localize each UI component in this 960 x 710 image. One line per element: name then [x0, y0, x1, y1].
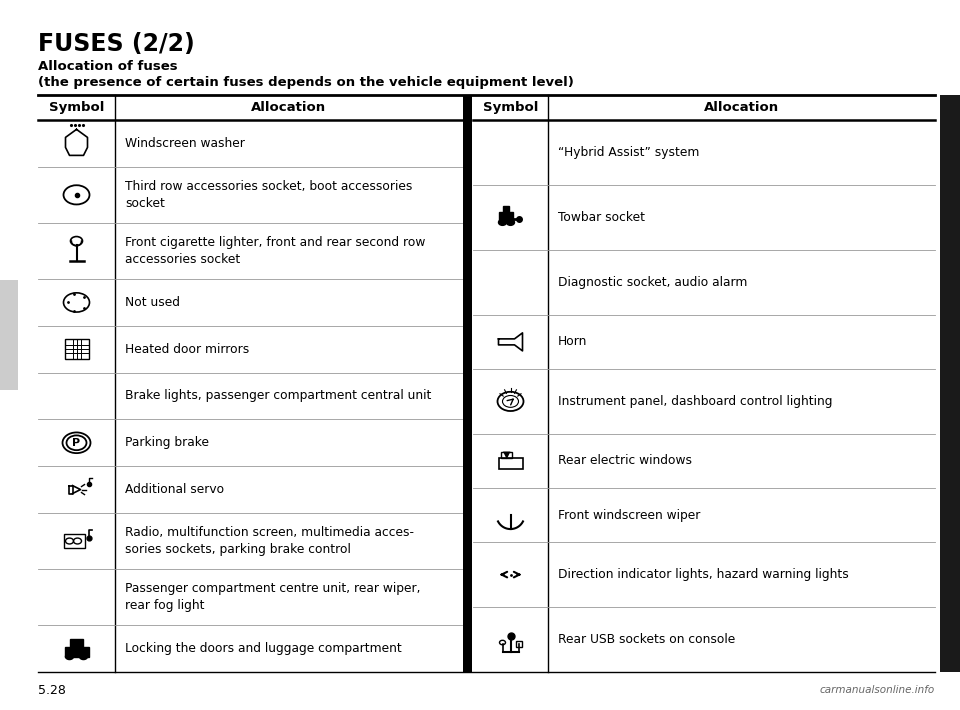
Bar	[498, 212, 513, 222]
Bar	[64, 647, 88, 657]
Text: ▼: ▼	[503, 450, 511, 460]
Circle shape	[498, 219, 507, 225]
Bar	[502, 207, 509, 212]
Text: Horn: Horn	[558, 335, 588, 349]
Text: Direction indicator lights, hazard warning lights: Direction indicator lights, hazard warni…	[558, 568, 849, 581]
Text: Radio, multifunction screen, multimedia acces-
sories sockets, parking brake con: Radio, multifunction screen, multimedia …	[125, 526, 414, 556]
Bar	[516, 640, 521, 647]
Bar	[64, 339, 88, 359]
Text: Allocation: Allocation	[251, 101, 326, 114]
Text: Rear USB sockets on console: Rear USB sockets on console	[558, 633, 735, 646]
Text: Front cigarette lighter, front and rear second row
accessories socket: Front cigarette lighter, front and rear …	[125, 236, 425, 266]
Text: P: P	[72, 438, 81, 448]
Text: Rear electric windows: Rear electric windows	[558, 454, 692, 467]
Text: Additional servo: Additional servo	[125, 483, 224, 496]
Bar	[0, 280, 18, 390]
Text: Parking brake: Parking brake	[125, 436, 209, 449]
Text: Allocation of fuses: Allocation of fuses	[38, 60, 178, 73]
Text: Passenger compartment centre unit, rear wiper,
rear fog light: Passenger compartment centre unit, rear …	[125, 582, 420, 612]
Text: Towbar socket: Towbar socket	[558, 211, 645, 224]
Bar	[63, 534, 84, 548]
Text: Instrument panel, dashboard control lighting: Instrument panel, dashboard control ligh…	[558, 395, 832, 408]
Circle shape	[507, 219, 515, 225]
Circle shape	[80, 654, 87, 660]
Text: “Hybrid Assist” system: “Hybrid Assist” system	[558, 146, 700, 159]
Text: Heated door mirrors: Heated door mirrors	[125, 343, 250, 356]
Bar	[940, 95, 960, 672]
Bar	[501, 452, 512, 458]
Text: carmanualsonline.info: carmanualsonline.info	[820, 685, 935, 695]
Text: Symbol: Symbol	[483, 101, 539, 114]
Bar	[69, 638, 84, 647]
Text: Front windscreen wiper: Front windscreen wiper	[558, 508, 701, 522]
Text: Not used: Not used	[125, 296, 180, 309]
Bar	[463, 95, 472, 672]
Text: Allocation: Allocation	[704, 101, 780, 114]
Text: Symbol: Symbol	[49, 101, 105, 114]
Text: 5.28: 5.28	[38, 684, 66, 697]
Text: Locking the doors and luggage compartment: Locking the doors and luggage compartmen…	[125, 642, 401, 655]
Text: Diagnostic socket, audio alarm: Diagnostic socket, audio alarm	[558, 276, 748, 289]
Text: Windscreen washer: Windscreen washer	[125, 137, 245, 150]
Text: Third row accessories socket, boot accessories
socket: Third row accessories socket, boot acces…	[125, 180, 413, 209]
Circle shape	[65, 654, 74, 660]
Text: FUSES (2/2): FUSES (2/2)	[38, 32, 195, 56]
Bar	[498, 458, 522, 469]
Text: Brake lights, passenger compartment central unit: Brake lights, passenger compartment cent…	[125, 390, 431, 403]
Text: (the presence of certain fuses depends on the vehicle equipment level): (the presence of certain fuses depends o…	[38, 76, 574, 89]
